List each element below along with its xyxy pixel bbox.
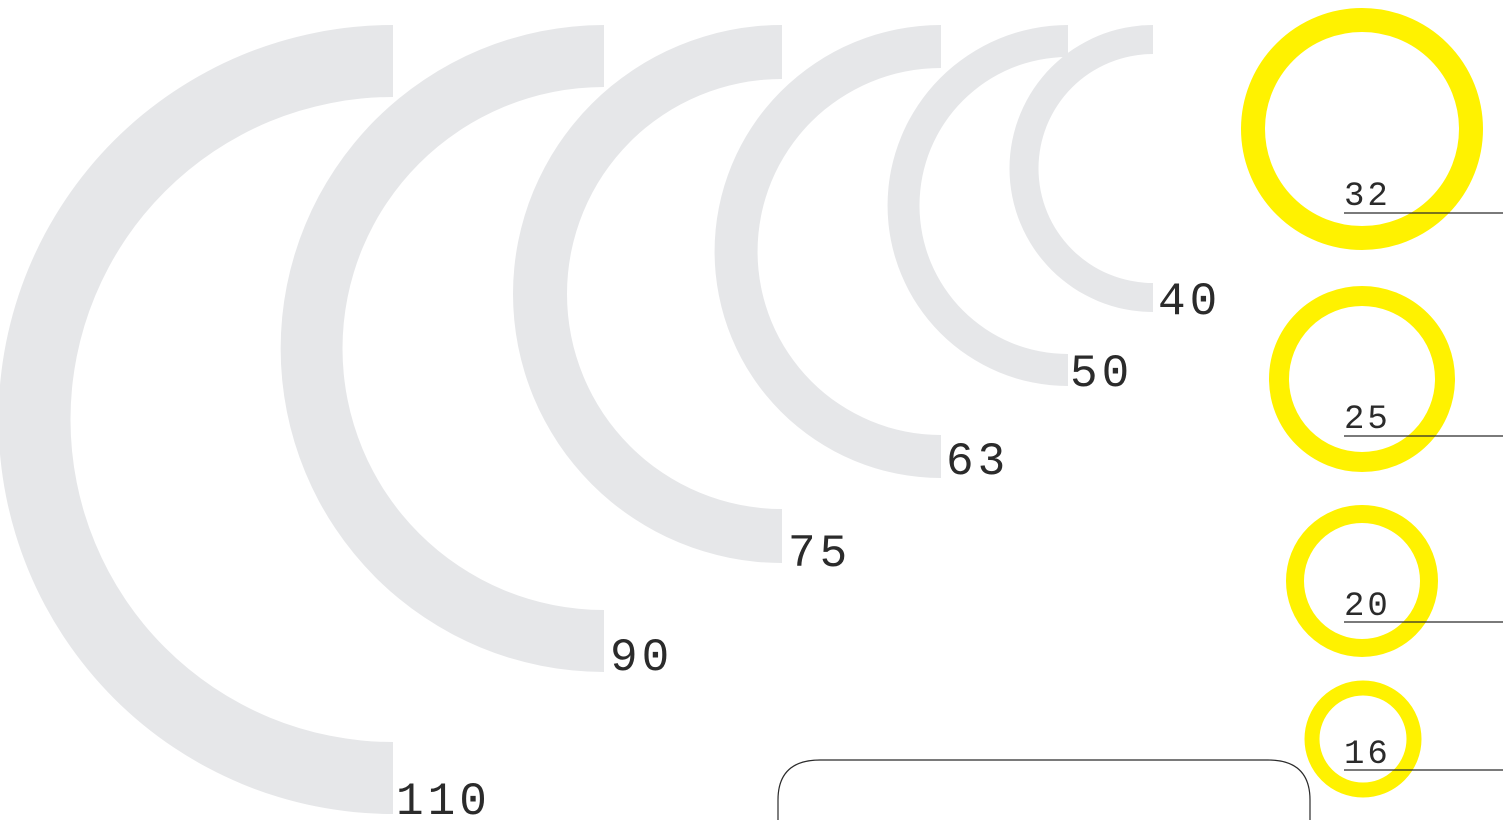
ring-label-group: 32 25 20 16 bbox=[1344, 178, 1391, 774]
arc-label-group: 110 90 75 63 50 40 bbox=[396, 276, 1221, 820]
arc-50 bbox=[887, 25, 1068, 386]
arc-label-90: 90 bbox=[610, 632, 673, 684]
ring-25 bbox=[1269, 286, 1455, 472]
ring-group bbox=[1241, 8, 1483, 798]
arc-75 bbox=[513, 25, 782, 563]
ring-16 bbox=[1304, 680, 1422, 798]
ring-32 bbox=[1241, 8, 1483, 250]
arc-63 bbox=[714, 25, 941, 478]
arc-110 bbox=[0, 25, 393, 814]
arc-40 bbox=[1009, 25, 1153, 312]
ring-label-25: 25 bbox=[1344, 401, 1391, 439]
arc-label-63: 63 bbox=[946, 436, 1009, 488]
ring-20 bbox=[1286, 505, 1438, 657]
arc-label-40: 40 bbox=[1158, 276, 1221, 328]
arc-group bbox=[0, 25, 1153, 814]
ring-label-16: 16 bbox=[1344, 736, 1391, 774]
arc-label-110: 110 bbox=[396, 776, 491, 820]
bottom-panel bbox=[777, 759, 1311, 820]
arc-label-50: 50 bbox=[1070, 348, 1133, 400]
underline-group bbox=[1344, 212, 1503, 771]
ring-label-20: 20 bbox=[1344, 588, 1391, 626]
arc-90 bbox=[280, 25, 604, 672]
arc-label-75: 75 bbox=[788, 528, 851, 580]
ring-label-32: 32 bbox=[1344, 178, 1391, 216]
